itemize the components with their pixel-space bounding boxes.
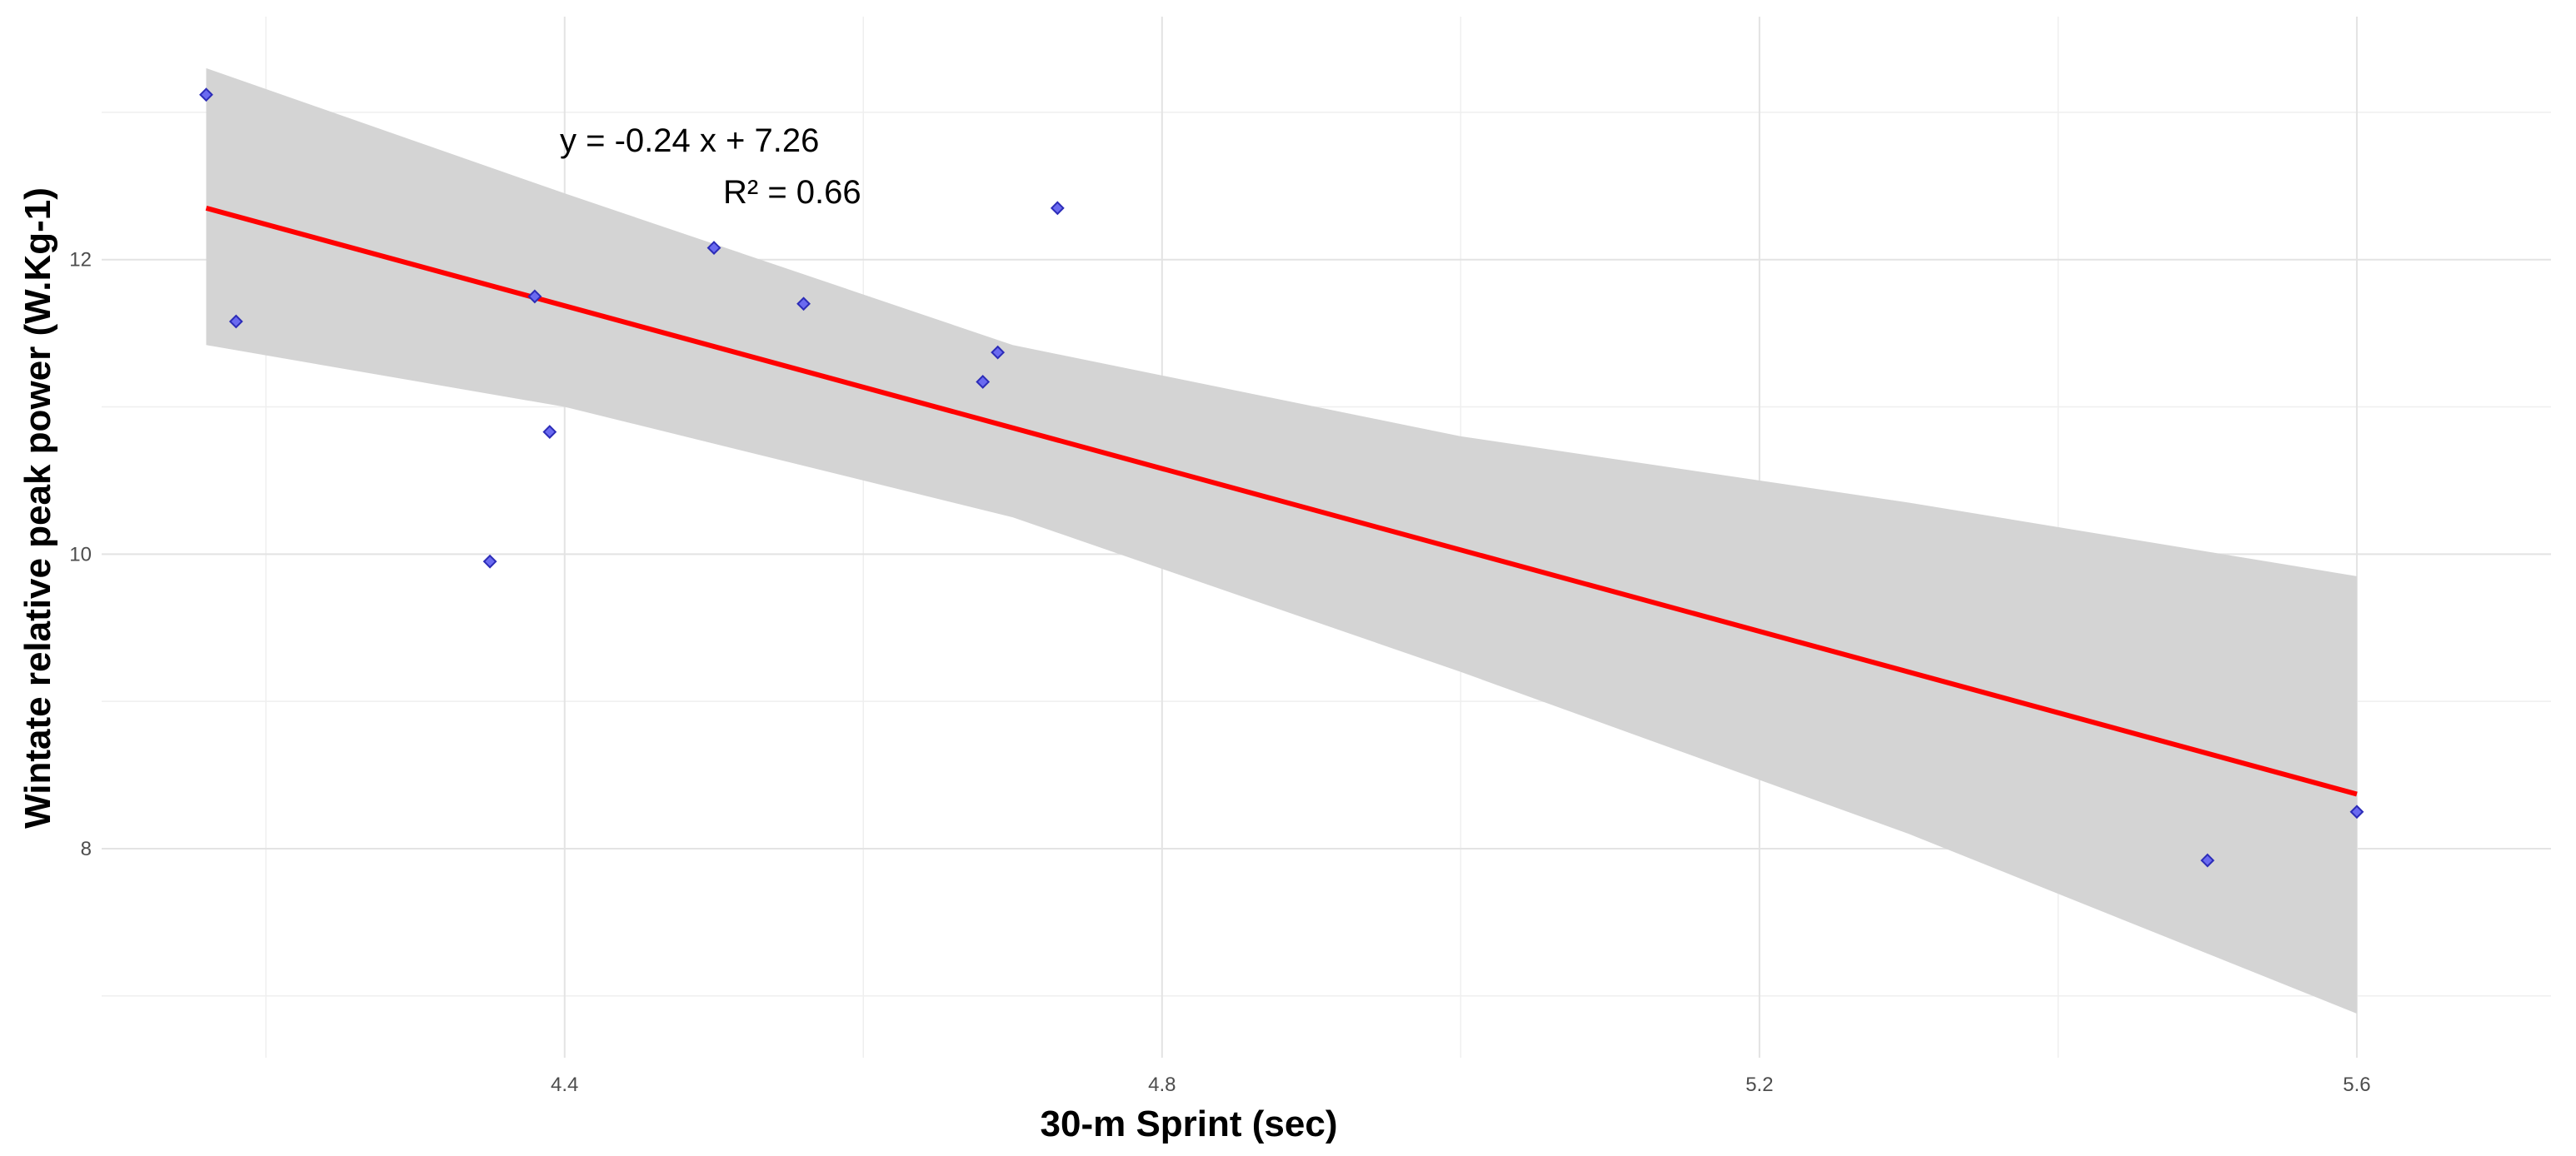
data-point bbox=[482, 554, 497, 569]
x-axis-title: 30-m Sprint (sec) bbox=[1041, 1104, 1338, 1144]
x-tick-labels: 4.4 4.8 5.2 5.6 bbox=[551, 1074, 2371, 1096]
x-tick-label: 5.6 bbox=[2343, 1074, 2370, 1096]
data-point bbox=[2349, 805, 2364, 820]
data-point bbox=[2200, 853, 2215, 868]
data-point bbox=[706, 241, 721, 255]
data-point bbox=[199, 87, 213, 102]
y-tick-label: 10 bbox=[69, 543, 92, 566]
equation-annotation: y = -0.24 x + 7.26 bbox=[560, 122, 819, 159]
data-point bbox=[1050, 201, 1065, 216]
x-tick-label: 5.2 bbox=[1745, 1074, 1773, 1096]
x-tick-label: 4.4 bbox=[551, 1074, 578, 1096]
data-points bbox=[199, 87, 2364, 868]
data-point bbox=[542, 425, 557, 439]
y-axis-title: Wintate relative peak power (W.Kg-1) bbox=[17, 187, 58, 829]
r-squared-annotation: R² = 0.66 bbox=[723, 174, 861, 211]
data-point bbox=[976, 375, 991, 389]
confidence-band bbox=[206, 67, 2357, 1014]
y-tick-label: 12 bbox=[69, 249, 92, 272]
y-tick-label: 8 bbox=[81, 838, 92, 860]
data-point bbox=[527, 289, 542, 304]
y-tick-labels: 8 10 12 bbox=[69, 249, 92, 860]
data-point bbox=[796, 296, 811, 311]
fit-line bbox=[205, 205, 2358, 797]
data-point bbox=[991, 345, 1006, 360]
data-point bbox=[228, 314, 243, 329]
minor-grid bbox=[102, 17, 2551, 1058]
x-tick-label: 4.8 bbox=[1148, 1074, 1176, 1096]
